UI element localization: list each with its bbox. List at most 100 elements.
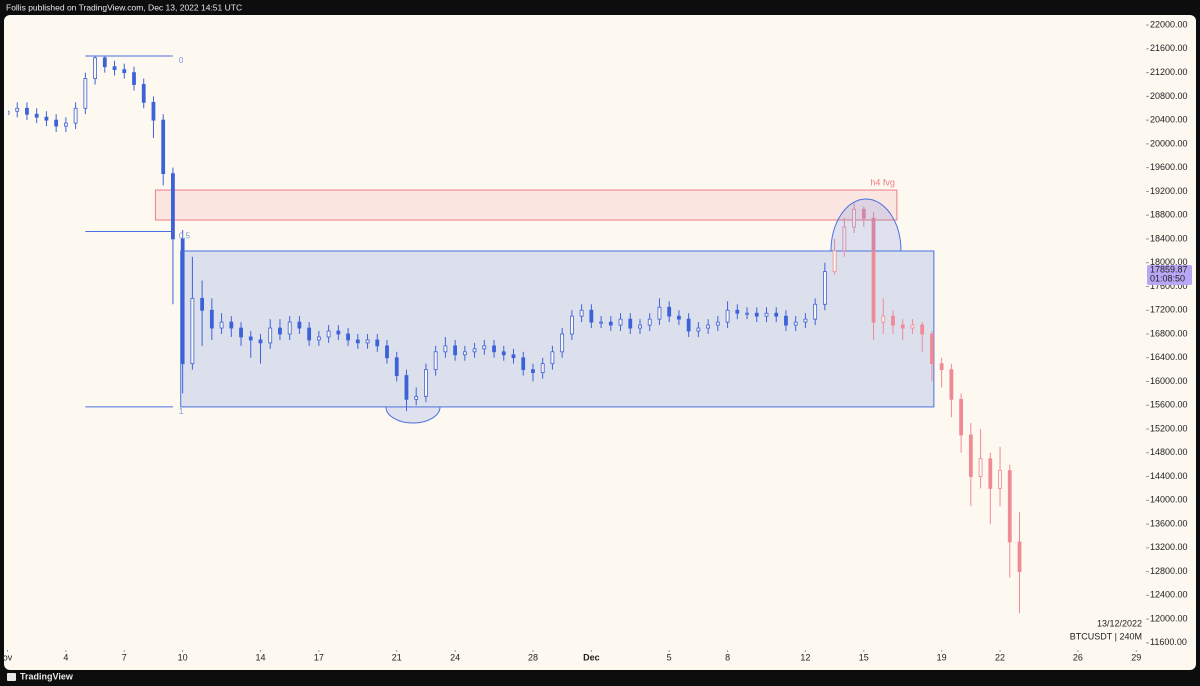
y-tick-label: 19600.00 [1150,162,1188,172]
candle-body [424,369,428,397]
candle-body [229,321,234,329]
x-tick-label: 26 [1073,652,1083,662]
candle-body [385,345,389,359]
y-tick-label: 12800.00 [1150,566,1188,576]
y-tick-label: 17200.00 [1150,305,1188,315]
y-tick-label: 14000.00 [1150,495,1188,505]
candle-body [404,375,409,400]
y-tick-label: 20000.00 [1150,138,1188,148]
candle-body [842,226,847,252]
candle-body [278,327,282,335]
y-tick-label: 16400.00 [1150,352,1188,362]
candle-body [521,357,526,371]
ellipse-low [385,406,441,424]
candle-body [920,324,925,335]
y-tick-label: 12400.00 [1150,590,1188,600]
last-price: 17859.87 [1150,264,1188,274]
x-tick-label: 19 [937,652,947,662]
y-tick-label: 16000.00 [1150,376,1188,386]
candle-body [638,324,642,329]
candle-body [63,122,68,127]
candle-body [54,119,59,127]
candle-body [482,345,487,350]
candle-body [861,208,866,219]
candle-body [171,173,175,240]
candle-body [443,345,448,353]
candle-body [910,324,915,329]
candle-body [735,309,740,314]
candle-body [102,57,107,68]
candle-body [628,318,633,329]
candle-body [793,321,798,326]
candle-body [813,303,818,320]
candle-body [248,336,253,341]
candle-body [939,363,944,371]
candle-body [647,318,652,326]
candle-body [589,309,594,323]
y-tick-label: 15600.00 [1150,400,1188,410]
candle-body [209,309,214,329]
candle-body [268,327,273,344]
candle-body [375,339,380,347]
y-tick-label: 11600.00 [1150,637,1187,647]
ellipse-high [830,198,902,252]
x-tick-label: 12 [800,652,810,662]
y-tick-label: 14800.00 [1150,447,1188,457]
candle-body [287,321,292,335]
y-tick-label: 16800.00 [1150,328,1188,338]
date-label: 13/12/2022 [1097,618,1142,628]
candle-body [657,306,662,320]
candle-body [891,315,895,326]
y-tick-label: 13600.00 [1150,518,1188,528]
y-tick-label: 22000.00 [1150,19,1188,29]
candle-body [8,110,10,115]
candle-body [959,398,964,436]
candle-body [151,101,156,121]
candle-body [715,321,720,326]
y-tick-label: 12000.00 [1150,613,1188,623]
x-tick-label: 29 [1131,652,1141,662]
y-tick-label: 18400.00 [1150,233,1188,243]
y-tick-label: 13200.00 [1150,542,1188,552]
candle-body [1007,470,1012,543]
candle-body [219,321,224,329]
candle-body [190,297,195,365]
candle-body [745,312,749,315]
fib-label: 1 [179,407,184,416]
candle-body [492,345,496,353]
candle-body [978,458,983,477]
last-price-box [1147,265,1192,286]
candle-body [998,470,1002,489]
y-tick-label: 21600.00 [1150,43,1188,53]
x-tick-label: 5 [667,652,672,662]
candle-body [531,369,535,373]
y-tick-label: 18800.00 [1150,210,1188,220]
candle-body [73,107,78,124]
candle-body [34,113,39,118]
candle-body [608,321,613,326]
candle-body [832,250,837,273]
logo [7,673,16,681]
candle-body [686,318,691,332]
candle-body [754,312,759,317]
candle-body [414,395,419,400]
candle-body [560,333,565,353]
zone-label: h4 fvg [870,177,895,187]
candle-body [307,327,312,341]
candle-body [822,271,827,305]
candle-body [696,327,701,332]
candle-body [239,327,243,338]
fib-label: 0 [179,56,184,65]
candle-body [200,297,205,311]
candle-body [93,57,97,79]
candle-body [44,116,49,121]
y-tick-label: 20400.00 [1150,115,1188,125]
y-tick-label: 20800.00 [1150,91,1188,101]
y-tick-label: 18000.00 [1150,257,1188,267]
candle-body [180,238,185,365]
candle-body [569,315,574,335]
candle-body [774,312,779,317]
candle-body [677,315,681,320]
